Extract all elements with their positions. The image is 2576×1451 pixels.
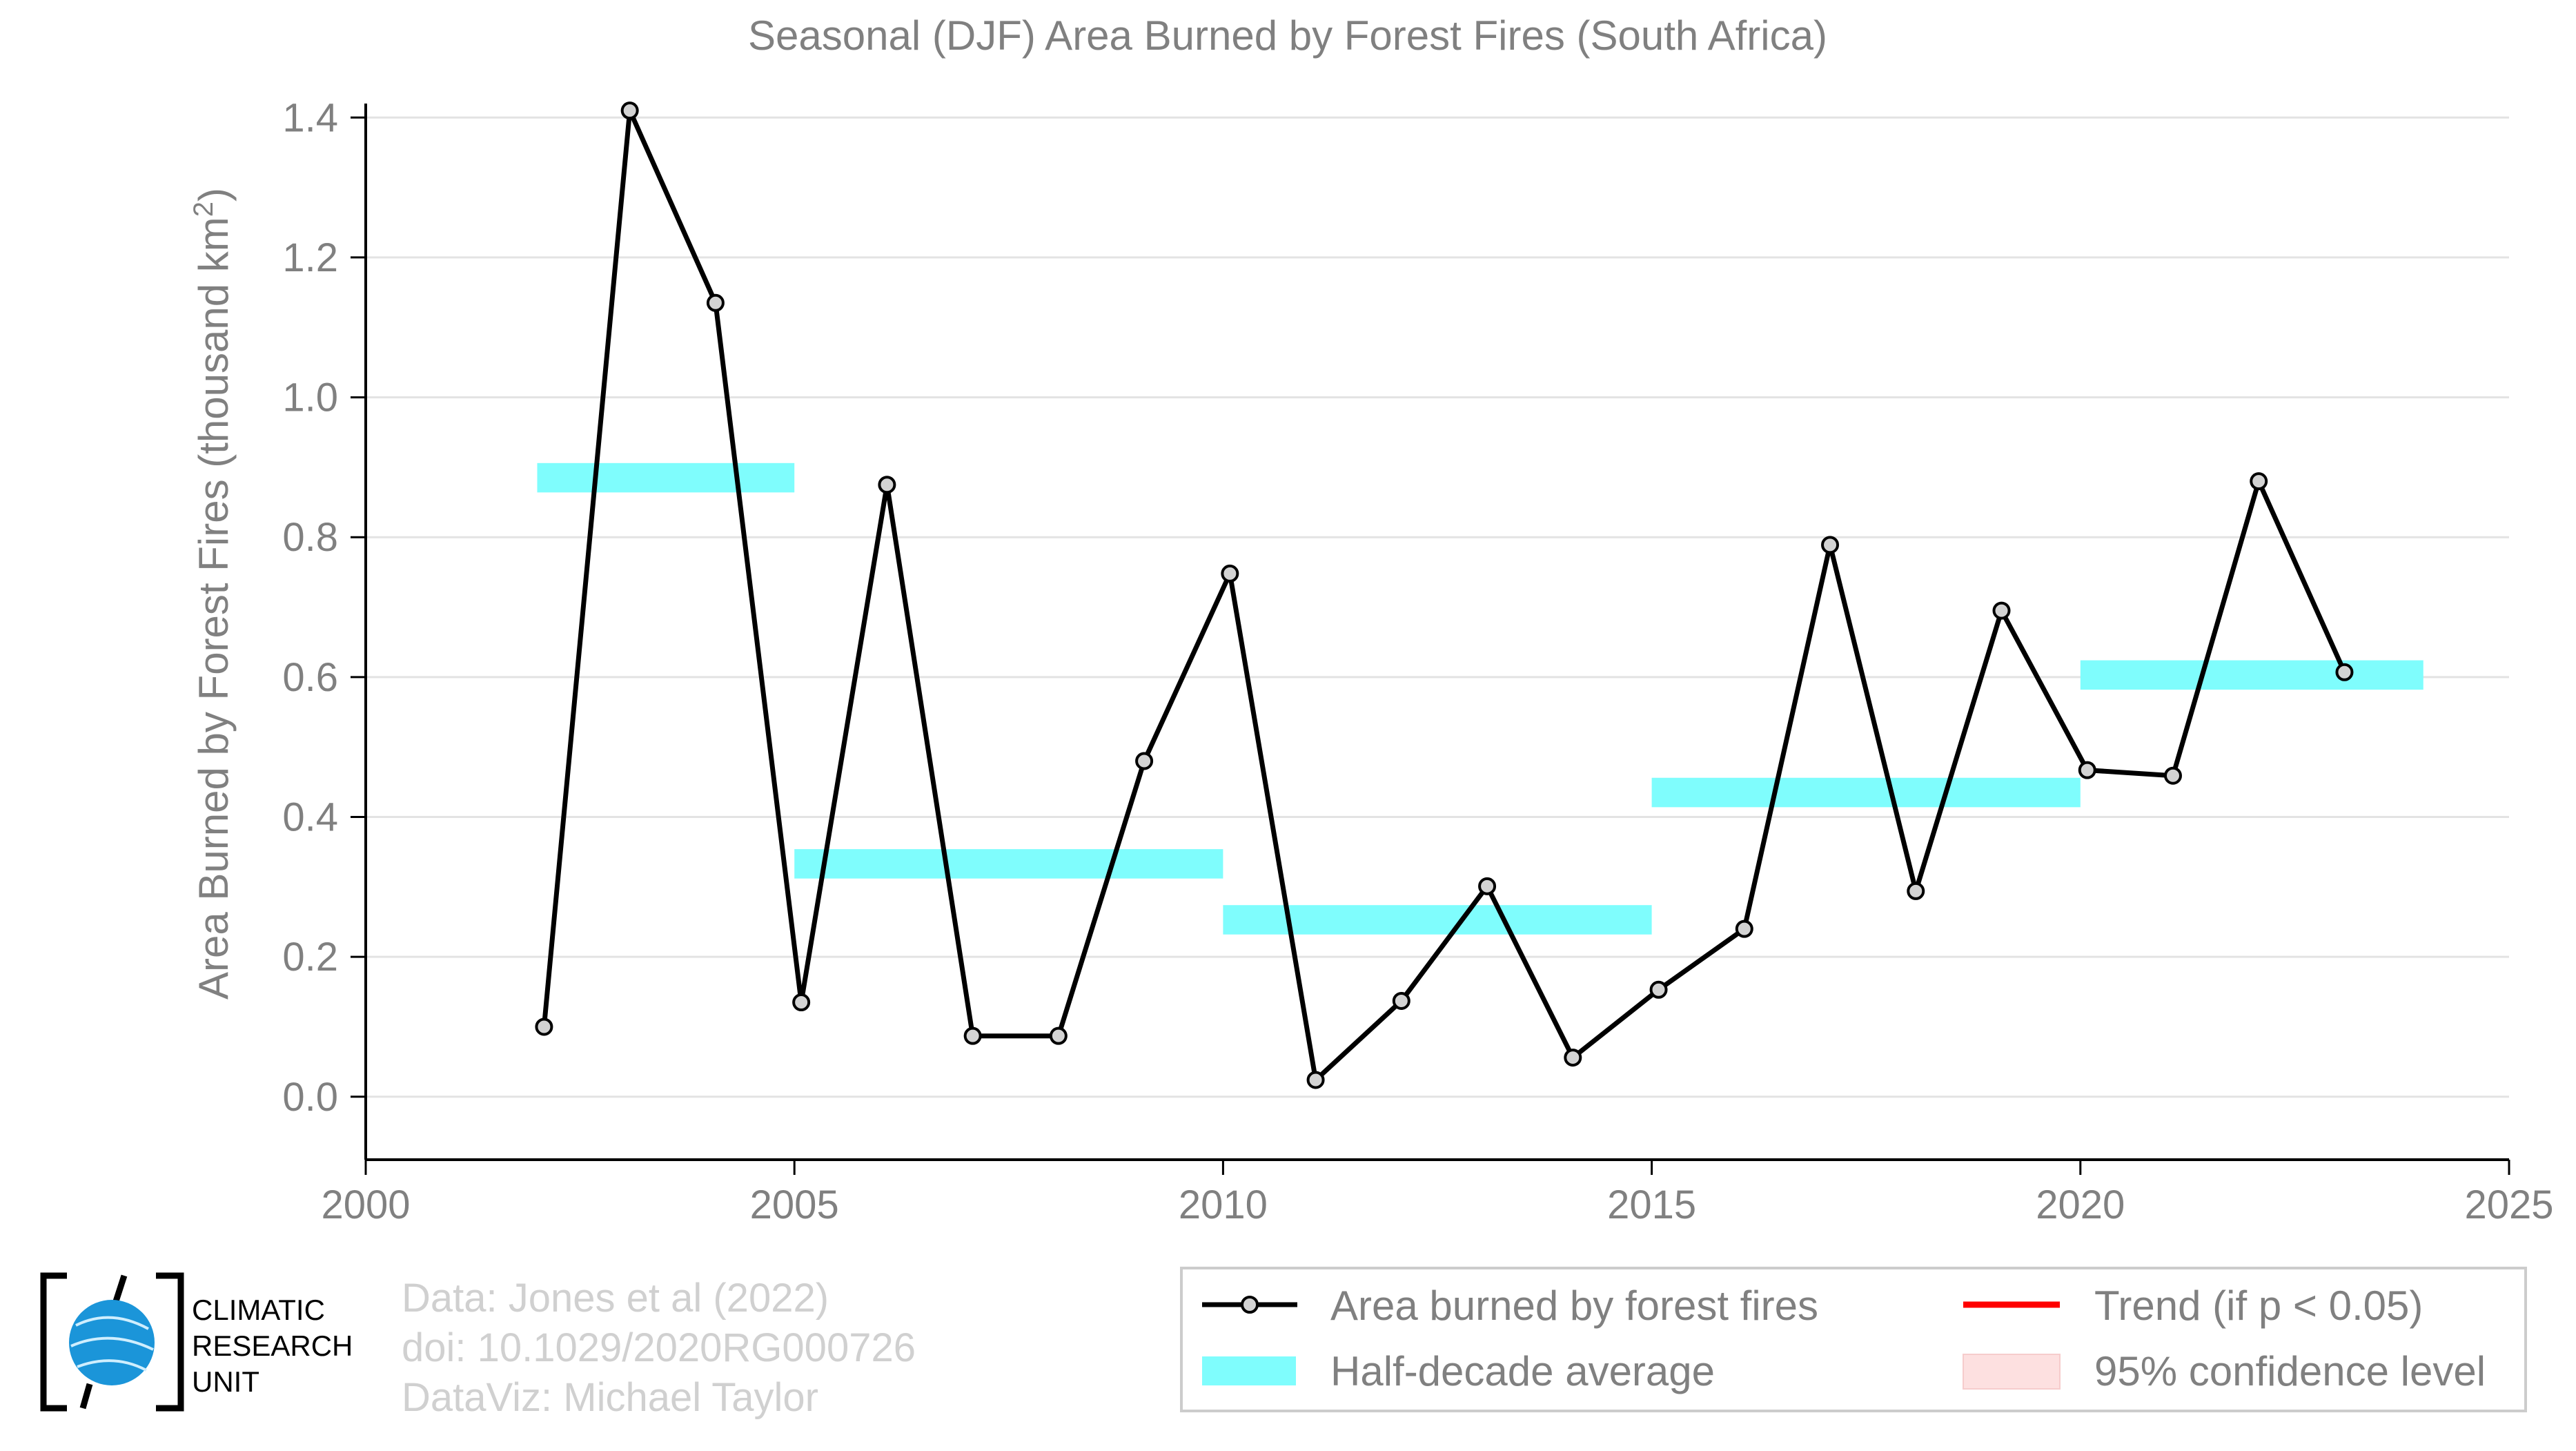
data-series	[535, 101, 2354, 1089]
logo-text-climatic: CLIMATIC	[192, 1294, 325, 1326]
series-line	[541, 108, 2347, 1082]
x-tick-label: 2015	[1607, 1182, 1696, 1227]
logo-text-unit: UNIT	[192, 1365, 259, 1398]
data-point	[792, 993, 811, 1012]
data-point	[620, 101, 639, 120]
credits: Data: Jones et al (2022) doi: 10.1029/20…	[402, 1276, 916, 1420]
credit-doi: doi: 10.1029/2020RG000726	[402, 1325, 916, 1370]
x-tick-label: 2020	[2036, 1182, 2125, 1227]
logo-slash-top	[112, 1274, 128, 1303]
half-decade-average-bars	[537, 462, 2423, 935]
data-point	[1992, 601, 2011, 620]
logo-bracket-left	[40, 1272, 67, 1412]
data-point	[2250, 472, 2268, 491]
data-point	[1306, 1071, 1325, 1089]
x-tick-label: 2025	[2464, 1182, 2553, 1227]
data-point	[1478, 877, 1497, 895]
half-decade-average-bar	[2080, 660, 2423, 690]
y-tick-label: 0.6	[282, 655, 338, 700]
logo-bracket-right	[156, 1272, 184, 1412]
globe-wave-icon	[70, 1336, 154, 1351]
legend-label-half-decade: Half-decade average	[1330, 1348, 1715, 1394]
data-point	[1735, 919, 1753, 938]
data-point	[535, 1017, 553, 1036]
y-axis-label-close: )	[190, 188, 237, 202]
logo-text-research: RESEARCH	[192, 1330, 353, 1362]
legend-label-trend: Trend (if p < 0.05)	[2094, 1283, 2423, 1329]
data-point	[878, 476, 896, 494]
data-point	[1049, 1026, 1068, 1045]
y-tick-label: 1.2	[282, 235, 338, 280]
credit-dataviz: DataViz: Michael Taylor	[402, 1375, 818, 1420]
data-point	[1821, 536, 1840, 554]
globe-wave-icon	[75, 1316, 149, 1330]
axes: 0.0 0.2 0.4 0.6 0.8 1.0 1.2 1.4 2000 2005 2010 2015…	[282, 95, 2553, 1227]
y-tick-label: 0.4	[282, 795, 338, 840]
legend-confidence-swatch	[1963, 1354, 2061, 1390]
y-tick-label: 1.4	[282, 95, 338, 140]
data-point	[2335, 663, 2354, 681]
legend-series-marker	[1241, 1296, 1259, 1314]
x-tick-label: 2000	[321, 1182, 410, 1227]
legend-label-confidence: 95% confidence level	[2094, 1348, 2486, 1394]
globe-wave-icon	[77, 1359, 147, 1372]
data-point	[1907, 882, 1925, 900]
data-point	[1392, 991, 1410, 1010]
y-axis-label: Area Burned by Forest Fires (thousand km…	[188, 188, 237, 1000]
half-decade-average-bar	[537, 462, 795, 493]
data-point	[1649, 980, 1668, 999]
legend-box	[1180, 1267, 2527, 1412]
data-point	[2163, 766, 2182, 785]
x-tick-label: 2005	[750, 1182, 839, 1227]
y-tick-label: 0.8	[282, 515, 338, 560]
y-tick-label: 1.0	[282, 376, 338, 420]
y-tick-label: 0.2	[282, 935, 338, 980]
half-decade-average-bar	[794, 849, 1223, 879]
data-point	[706, 293, 725, 312]
legend-label-series: Area burned by forest fires	[1330, 1283, 1818, 1329]
grid-lines	[366, 116, 2509, 1098]
logo-slash-bottom	[79, 1383, 93, 1410]
legend-half-decade-swatch	[1202, 1356, 1296, 1385]
y-axis-label-main: Area Burned by Forest Fires (thousand km	[190, 217, 237, 1000]
data-point	[1564, 1049, 1582, 1067]
y-tick-label: 0.0	[282, 1075, 338, 1120]
data-point	[1221, 564, 1239, 583]
half-decade-average-bar	[1223, 905, 1652, 935]
data-point	[2078, 761, 2096, 779]
credit-data-source: Data: Jones et al (2022)	[402, 1276, 829, 1321]
cru-logo: CLIMATIC RESEARCH UNIT	[40, 1272, 353, 1412]
chart-title: Seasonal (DJF) Area Burned by Forest Fir…	[748, 12, 1827, 59]
data-point	[963, 1026, 982, 1045]
half-decade-average-bar	[1651, 777, 2081, 808]
legend: Area burned by forest fires Half-decade …	[1180, 1267, 2527, 1412]
y-axis-label-superscript: 2	[188, 202, 219, 217]
x-tick-label: 2010	[1179, 1182, 1268, 1227]
data-point	[1135, 752, 1154, 770]
